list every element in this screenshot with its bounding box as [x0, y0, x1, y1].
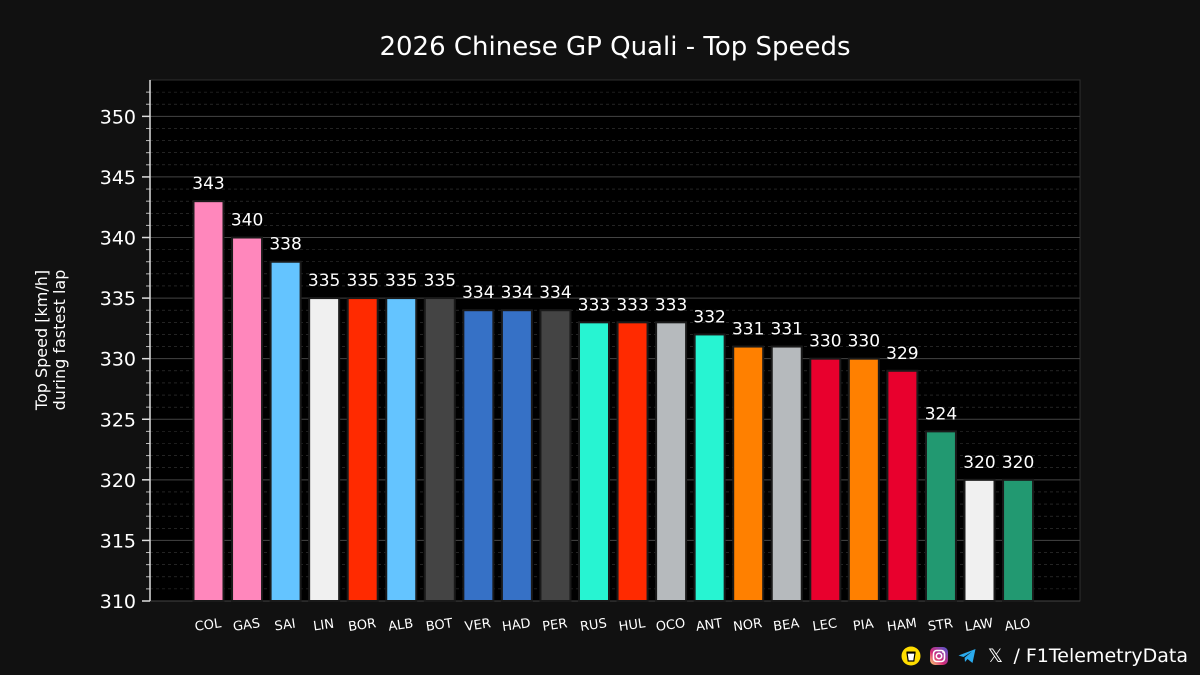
value-label: 338	[269, 235, 301, 255]
x-tick-label: VER	[464, 616, 492, 634]
bar-sai	[269, 260, 302, 602]
value-label: 332	[693, 307, 725, 327]
bar-nor	[732, 345, 765, 602]
instagram-icon[interactable]	[929, 646, 949, 666]
x-tick-label: BEA	[772, 616, 800, 634]
x-tick-label: SAI	[274, 617, 297, 635]
y-tick-label: 345	[100, 167, 136, 189]
bar-ant	[693, 333, 726, 602]
bar-oco	[655, 321, 688, 602]
bar-lin	[308, 297, 341, 602]
value-label: 334	[501, 283, 533, 303]
y-tick-label: 330	[100, 349, 136, 371]
x-tick-label: LAW	[964, 616, 995, 635]
x-tick-label: COL	[194, 616, 223, 635]
x-tick-label: OCO	[655, 616, 686, 635]
bar-law	[963, 478, 996, 603]
value-label: 330	[809, 332, 841, 352]
bar-pia	[847, 357, 880, 602]
value-label: 333	[578, 295, 610, 315]
footer: 𝕏 / F1TelemetryData	[901, 645, 1188, 667]
x-tick-label: ANT	[695, 616, 723, 635]
value-label: 331	[771, 320, 803, 340]
x-tick-label: LIN	[312, 617, 335, 635]
y-axis-label-line1: Top Speed [km/h]	[32, 270, 51, 411]
y-tick-label: 350	[100, 106, 136, 128]
x-tick-label: HAD	[501, 616, 531, 635]
value-label: 320	[963, 453, 995, 473]
x-tick-label: RUS	[579, 616, 608, 635]
bar-alo	[1002, 478, 1035, 603]
value-label: 334	[462, 283, 494, 303]
x-axis: COL GAS SAI LIN BOR ALB BOT VER HAD PER RUS HUL OCO A…	[194, 616, 1032, 635]
x-tick-label: HAM	[886, 616, 918, 635]
value-label: 335	[424, 271, 456, 291]
value-label: 343	[192, 174, 224, 194]
value-label: 335	[385, 271, 417, 291]
x-tick-label: STR	[927, 616, 954, 634]
bar-ham	[886, 369, 919, 603]
bar-per	[539, 309, 572, 602]
bmc-icon[interactable]	[901, 646, 921, 666]
value-label: 320	[1002, 453, 1034, 473]
value-label: 334	[539, 283, 571, 303]
x-tick-label: LEC	[812, 616, 838, 634]
value-label: 330	[848, 332, 880, 352]
value-label: 335	[346, 271, 378, 291]
value-label: 324	[925, 404, 957, 424]
bar-col	[192, 200, 225, 603]
y-tick-label: 315	[100, 530, 136, 552]
telegram-icon[interactable]	[957, 646, 977, 666]
bar-lec	[809, 357, 842, 602]
value-label: 329	[886, 344, 918, 364]
chart-title: 2026 Chinese GP Quali - Top Speeds	[379, 32, 850, 62]
value-label: 335	[308, 271, 340, 291]
bar-rus	[578, 321, 610, 602]
x-tick-label: HUL	[618, 616, 647, 635]
bar-gas	[231, 236, 264, 602]
x-tick-label: ALO	[1004, 616, 1032, 634]
y-tick-label: 310	[100, 591, 136, 613]
y-tick-label: 335	[100, 288, 136, 310]
bar-str	[924, 430, 957, 603]
social-handle[interactable]: / F1TelemetryData	[1013, 645, 1188, 667]
bars: 343 340 338 335 335 335 335 334 334 334 333 333 333 3…	[192, 174, 1035, 603]
x-tick-label: BOR	[347, 616, 377, 635]
y-axis-label-line2: during fastest lap	[50, 270, 69, 411]
x-tick-label: GAS	[232, 616, 261, 635]
x-tick-label: NOR	[732, 616, 763, 635]
x-tick-label: BOT	[425, 616, 454, 635]
bar-hul	[616, 321, 649, 602]
y-tick-label: 340	[100, 228, 136, 250]
bar-bot	[423, 297, 456, 602]
y-tick-label: 325	[100, 409, 136, 431]
bar-ver	[462, 309, 495, 602]
x-icon[interactable]: 𝕏	[987, 645, 1004, 667]
x-tick-label: PER	[541, 616, 568, 634]
y-axis: 310 315 320 325 330 335 340 345 350	[100, 80, 151, 613]
bar-had	[500, 309, 533, 602]
y-tick-label: 320	[100, 470, 136, 492]
x-tick-label: PIA	[852, 617, 875, 635]
bar-bea	[770, 345, 803, 602]
value-label: 331	[732, 320, 764, 340]
bar-bor	[346, 297, 379, 602]
value-label: 333	[655, 295, 687, 315]
x-tick-label: ALB	[387, 616, 414, 634]
value-label: 340	[231, 211, 263, 231]
value-label: 333	[616, 295, 648, 315]
bar-alb	[385, 297, 418, 602]
